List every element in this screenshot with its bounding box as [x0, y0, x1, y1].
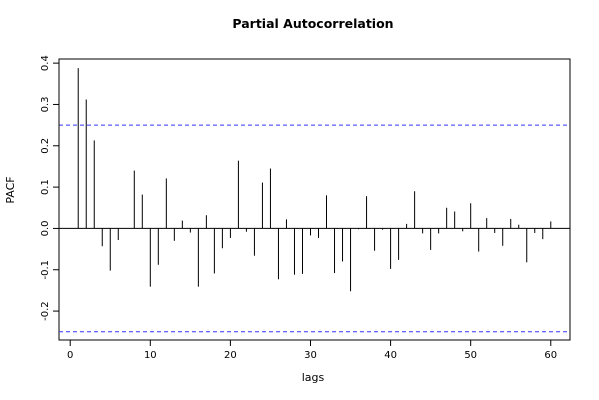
chart-title: Partial Autocorrelation [232, 16, 393, 31]
x-tick-label: 40 [384, 350, 397, 361]
x-tick-label: 50 [464, 350, 477, 361]
y-tick-label: 0.4 [40, 55, 51, 71]
x-axis: 0 10 20 30 40 50 60 [67, 339, 557, 361]
confidence-bounds [59, 124, 570, 333]
y-axis: -0.2 -0.1 0.0 0.1 0.2 0.3 0.4 [40, 55, 60, 321]
y-axis-label: PACF [4, 176, 17, 203]
pacf-bars [77, 68, 552, 292]
x-tick-label: 30 [304, 350, 317, 361]
y-tick-label: 0.2 [40, 138, 51, 154]
x-axis-label: lags [302, 371, 325, 384]
x-tick-label: 20 [224, 350, 237, 361]
y-tick-label: -0.2 [40, 301, 51, 321]
plot-frame [58, 58, 571, 341]
y-tick-label: 0.1 [40, 179, 51, 195]
x-tick-label: 0 [67, 350, 73, 361]
x-tick-label: 10 [144, 350, 157, 361]
x-tick-label: 60 [544, 350, 557, 361]
y-tick-label: 0.0 [40, 220, 51, 236]
y-tick-label: -0.1 [40, 260, 51, 280]
y-tick-label: 0.3 [40, 97, 51, 113]
